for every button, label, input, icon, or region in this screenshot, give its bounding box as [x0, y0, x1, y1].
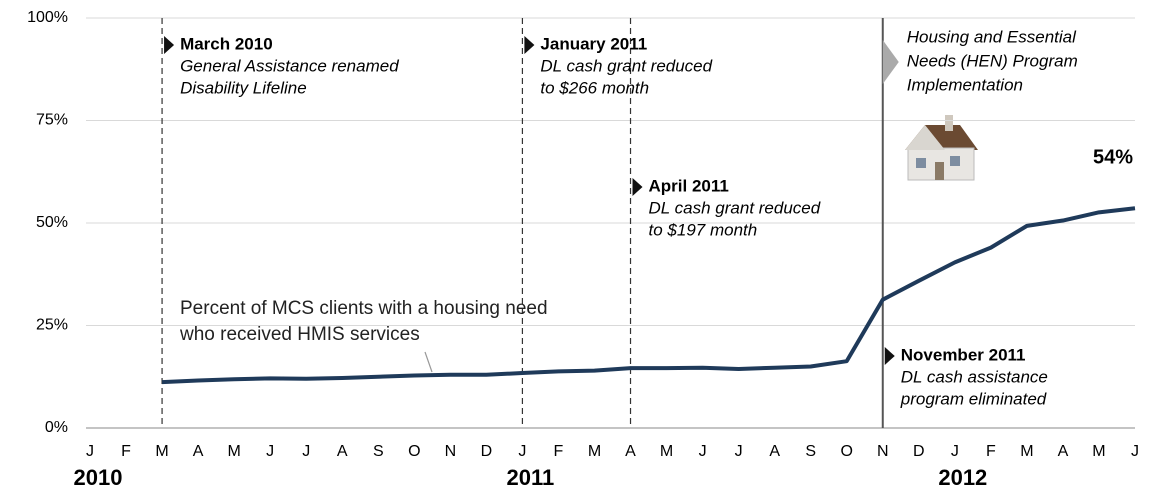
annotation-title: January 2011	[540, 34, 647, 53]
house-icon	[905, 115, 978, 180]
x-tick-label: O	[408, 443, 420, 460]
x-tick-label: J	[951, 443, 959, 460]
x-tick-label: M	[588, 443, 601, 460]
event-marker	[883, 40, 899, 84]
x-tick-label: S	[373, 443, 384, 460]
x-tick-label: J	[302, 443, 310, 460]
plot: 0% 25% 50% 75% 100% J 2010 F M A M J J A S O N D J 2011 F M A M…	[27, 9, 1139, 490]
annotation-text: program eliminated	[900, 389, 1047, 408]
x-tick-label: J	[1131, 443, 1139, 460]
annotation-text: Needs (HEN) Program	[907, 51, 1078, 70]
y-tick-label: 75%	[36, 112, 68, 129]
annotation-text: Disability Lifeline	[180, 78, 307, 97]
x-tick-label: A	[1058, 443, 1069, 460]
y-tick-label: 25%	[36, 317, 68, 334]
annotation-title: March 2010	[180, 34, 273, 53]
event-marker	[633, 178, 643, 196]
event-marker	[524, 36, 534, 54]
series-label: Percent of MCS clients with a housing ne…	[180, 296, 560, 348]
x-tick-label: A	[337, 443, 348, 460]
x-tick-label: J	[86, 443, 94, 460]
x-tick-label: J	[699, 443, 707, 460]
x-tick-label: F	[986, 443, 996, 460]
x-tick-label: D	[481, 443, 493, 460]
y-tick-label: 50%	[36, 214, 68, 231]
event-marker	[164, 36, 174, 54]
x-tick-label: S	[805, 443, 816, 460]
annotation-text: DL cash grant reduced	[649, 198, 821, 217]
annotation-text: to $197 month	[649, 220, 758, 239]
leader-line	[425, 352, 432, 372]
page: 0% 25% 50% 75% 100% J 2010 F M A M J J A S O N D J 2011 F M A M…	[0, 0, 1159, 492]
x-tick-label: A	[193, 443, 204, 460]
y-tick-label: 0%	[45, 419, 68, 436]
annotation-text: Implementation	[907, 75, 1023, 94]
annotation-text: DL cash assistance	[901, 367, 1048, 386]
y-tick-label: 100%	[27, 9, 68, 26]
x-tick-label: J	[518, 443, 526, 460]
annotation-text: DL cash grant reduced	[540, 56, 712, 75]
year-label: 2010	[74, 465, 123, 490]
annotation-title: April 2011	[649, 176, 729, 195]
annotation-text: General Assistance renamed	[180, 56, 399, 75]
x-tick-label: A	[625, 443, 636, 460]
x-tick-label: F	[121, 443, 131, 460]
value-label: 54%	[1093, 147, 1133, 169]
x-tick-label: J	[735, 443, 743, 460]
year-label: 2012	[938, 465, 987, 490]
event-marker	[885, 347, 895, 365]
annotation-title: November 2011	[901, 345, 1026, 364]
x-tick-label: M	[1092, 443, 1105, 460]
chart: 0% 25% 50% 75% 100% J 2010 F M A M J J A S O N D J 2011 F M A M…	[0, 0, 1159, 492]
x-tick-label: M	[1020, 443, 1033, 460]
x-tick-label: O	[840, 443, 852, 460]
x-tick-label: J	[266, 443, 274, 460]
x-tick-label: N	[445, 443, 457, 460]
annotation-text: Housing and Essential	[907, 27, 1077, 46]
x-tick-label: M	[660, 443, 673, 460]
x-tick-label: M	[227, 443, 240, 460]
year-label: 2011	[507, 465, 555, 490]
x-tick-label: A	[769, 443, 780, 460]
x-tick-label: D	[913, 443, 925, 460]
x-tick-label: F	[554, 443, 564, 460]
annotation-text: to $266 month	[540, 78, 649, 97]
x-tick-label: M	[155, 443, 168, 460]
x-tick-label: N	[877, 443, 889, 460]
